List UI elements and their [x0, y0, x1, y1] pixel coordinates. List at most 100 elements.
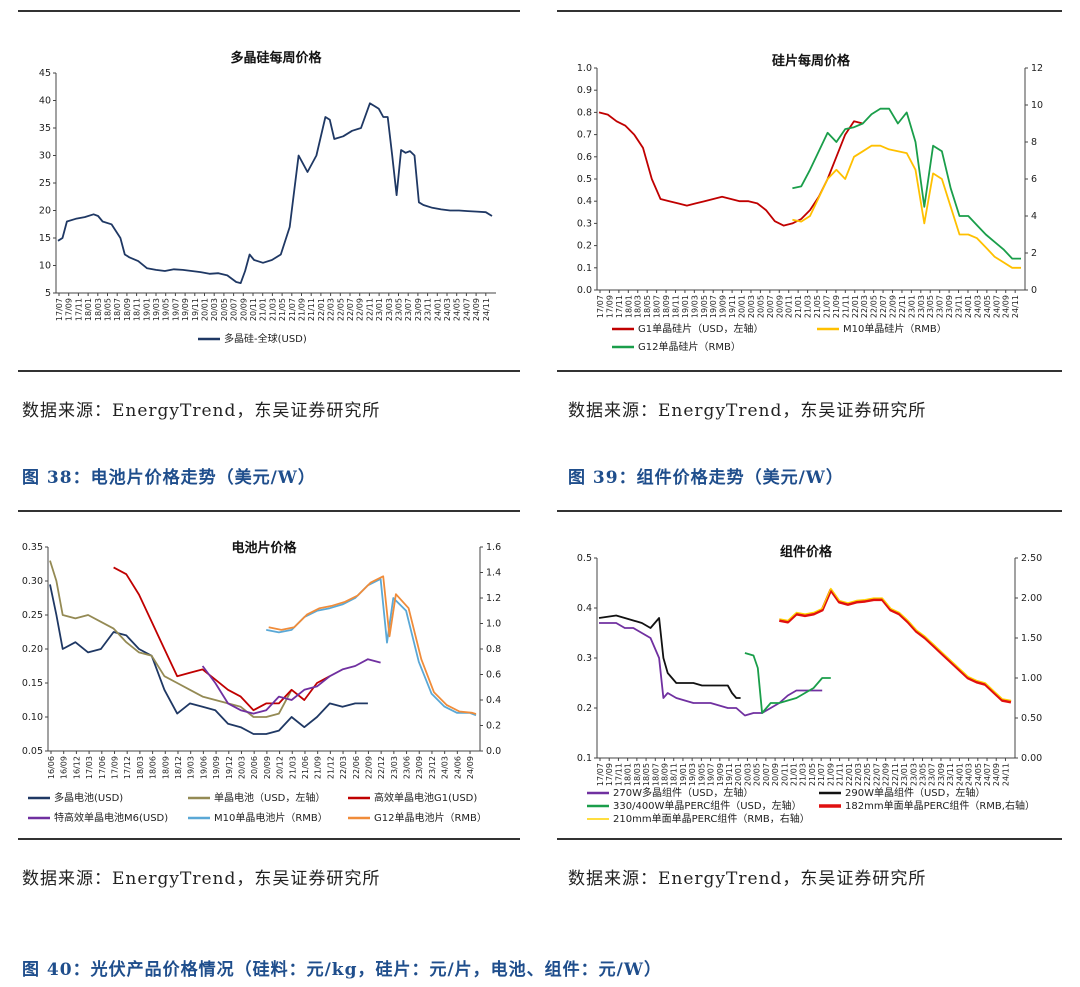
module-y2-tick-label: 1.00 — [1021, 673, 1042, 684]
module-x-tick-label: 24/11 — [1001, 763, 1010, 786]
wafer-y-tick-label: 0.0 — [577, 285, 592, 296]
wafer-x-tick-label: 18/05 — [643, 295, 652, 318]
polysilicon-y-tick-label: 20 — [39, 206, 51, 217]
polysilicon-x-tick-label: 23/01 — [375, 298, 384, 321]
cell-series-line-1 — [49, 560, 293, 718]
wafer-y2-tick-label: 12 — [1031, 63, 1043, 74]
module-x-tick-label: 18/11 — [670, 763, 679, 786]
module-x-tick-label: 23/05 — [919, 763, 928, 786]
cell-x-tick-label: 17/06 — [98, 756, 107, 779]
module-y2-tick-label: 2.00 — [1021, 593, 1042, 604]
rule-bottom-left — [18, 838, 520, 840]
module-y-tick-label: 0.2 — [577, 703, 592, 714]
cell-series-line-0 — [49, 584, 368, 735]
cell-x-tick-label: 18/09 — [161, 756, 170, 779]
cell-series-line-5 — [268, 575, 477, 715]
cell-legend-label-5: G12单晶电池片（RMB） — [374, 811, 487, 824]
cell-x-tick-label: 20/12 — [276, 756, 285, 779]
module-x-tick-label: 19/07 — [707, 763, 716, 786]
cell-y2-tick-label: 1.0 — [486, 619, 501, 630]
module-x-tick-label: 19/09 — [716, 763, 725, 786]
wafer-x-tick-label: 22/07 — [879, 295, 888, 318]
cell-x-tick-label: 24/06 — [453, 756, 462, 779]
wafer-x-tick-label: 19/07 — [709, 295, 718, 318]
cell-x-tick-label: 23/12 — [428, 756, 437, 779]
module-y2-tick-label: 2.50 — [1021, 553, 1042, 564]
wafer-legend-label-0: G1单晶硅片（USD，左轴） — [638, 322, 763, 335]
wafer-x-tick-label: 23/09 — [945, 295, 954, 318]
cell-legend-label-1: 单晶电池（USD，左轴） — [214, 791, 325, 804]
polysilicon-x-tick-label: 19/07 — [171, 298, 180, 321]
module-x-tick-label: 24/09 — [992, 763, 1001, 786]
wafer-legend-label-2: G12单晶硅片（RMB） — [638, 340, 741, 353]
cell-x-tick-label: 19/09 — [212, 756, 221, 779]
wafer-x-tick-label: 21/05 — [813, 295, 822, 318]
wafer-x-tick-label: 24/09 — [1002, 295, 1011, 318]
rule-top-left — [18, 10, 520, 12]
module-legend-label-0: 270W多晶组件（USD，左轴） — [613, 786, 753, 799]
rule-top-right — [557, 10, 1062, 12]
wafer-y2-tick-label: 0 — [1031, 285, 1037, 296]
figure-title-38: 图 38：电池片价格走势（美元/W） — [22, 468, 316, 488]
wafer-x-tick-label: 18/09 — [662, 295, 671, 318]
wafer-x-tick-label: 19/05 — [700, 295, 709, 318]
cell-series-line-2 — [113, 566, 331, 712]
wafer-x-tick-label: 23/05 — [926, 295, 935, 318]
module-series-line-3 — [779, 588, 1012, 704]
polysilicon-x-tick-label: 20/07 — [230, 298, 239, 321]
polysilicon-x-tick-label: 19/09 — [181, 298, 190, 321]
wafer-x-tick-label: 19/03 — [690, 295, 699, 318]
wafer-x-tick-label: 20/03 — [747, 295, 756, 318]
polysilicon-y-tick-label: 10 — [39, 261, 51, 272]
cell-legend-label-0: 多晶电池(USD) — [54, 791, 123, 804]
cell-y2-tick-label: 1.4 — [486, 568, 501, 579]
wafer-x-tick-label: 22/05 — [870, 295, 879, 318]
source-note-top-right: 数据来源：EnergyTrend，东吴证券研究所 — [568, 401, 927, 421]
figure-title-40: 图 40：光伏产品价格情况（硅料：元/kg，硅片：元/片，电池、组件：元/W） — [22, 960, 662, 980]
cell-y-tick-label: 0.15 — [22, 678, 43, 689]
wafer-x-tick-label: 18/03 — [634, 295, 643, 318]
polysilicon-x-tick-label: 23/07 — [404, 298, 413, 321]
source-note-bottom-right: 数据来源：EnergyTrend，东吴证券研究所 — [568, 869, 927, 889]
polysilicon-x-tick-label: 18/09 — [123, 298, 132, 321]
cell-x-tick-label: 19/03 — [187, 756, 196, 779]
module-chart-title: 组件价格 — [780, 544, 833, 560]
cell-x-tick-label: 21/06 — [301, 756, 310, 779]
module-x-tick-label: 24/03 — [965, 763, 974, 786]
wafer-x-tick-label: 21/11 — [841, 295, 850, 318]
polysilicon-x-tick-label: 24/03 — [443, 298, 452, 321]
wafer-x-tick-label: 22/11 — [898, 295, 907, 318]
wafer-series-line-1 — [792, 144, 1021, 269]
module-x-tick-label: 22/11 — [891, 763, 900, 786]
module-x-tick-label: 17/07 — [596, 763, 605, 786]
cell-x-tick-label: 17/03 — [85, 756, 94, 779]
wafer-x-tick-label: 21/03 — [804, 295, 813, 318]
wafer-x-tick-label: 23/01 — [907, 295, 916, 318]
module-x-tick-label: 18/05 — [642, 763, 651, 786]
cell-x-tick-label: 22/03 — [339, 756, 348, 779]
polysilicon-x-tick-label: 22/11 — [365, 298, 374, 321]
polysilicon-x-tick-label: 21/09 — [298, 298, 307, 321]
cell-y2-tick-label: 0.8 — [486, 644, 501, 655]
wafer-y2-tick-label: 6 — [1031, 174, 1037, 185]
polysilicon-x-tick-label: 18/07 — [113, 298, 122, 321]
cell-legend-label-3: 特高效单晶电池M6(USD) — [54, 811, 168, 824]
module-x-tick-label: 23/01 — [900, 763, 909, 786]
cell-x-tick-label: 17/09 — [110, 756, 119, 779]
module-x-tick-label: 18/01 — [624, 763, 633, 786]
module-x-tick-label: 21/05 — [808, 763, 817, 786]
cell-y-tick-label: 0.20 — [22, 644, 43, 655]
polysilicon-x-tick-label: 17/11 — [74, 298, 83, 321]
wafer-x-tick-label: 18/07 — [653, 295, 662, 318]
cell-x-tick-label: 22/06 — [352, 756, 361, 779]
rule-lower-left-top — [18, 510, 520, 512]
module-x-tick-label: 20/11 — [780, 763, 789, 786]
wafer-y-tick-label: 0.1 — [577, 263, 592, 274]
wafer-x-tick-label: 20/09 — [775, 295, 784, 318]
module-x-tick-label: 24/05 — [974, 763, 983, 786]
module-x-tick-label: 20/03 — [743, 763, 752, 786]
polysilicon-y-tick-label: 5 — [45, 288, 51, 299]
module-x-tick-label: 17/11 — [614, 763, 623, 786]
polysilicon-x-tick-label: 19/01 — [142, 298, 151, 321]
polysilicon-x-tick-label: 20/09 — [239, 298, 248, 321]
